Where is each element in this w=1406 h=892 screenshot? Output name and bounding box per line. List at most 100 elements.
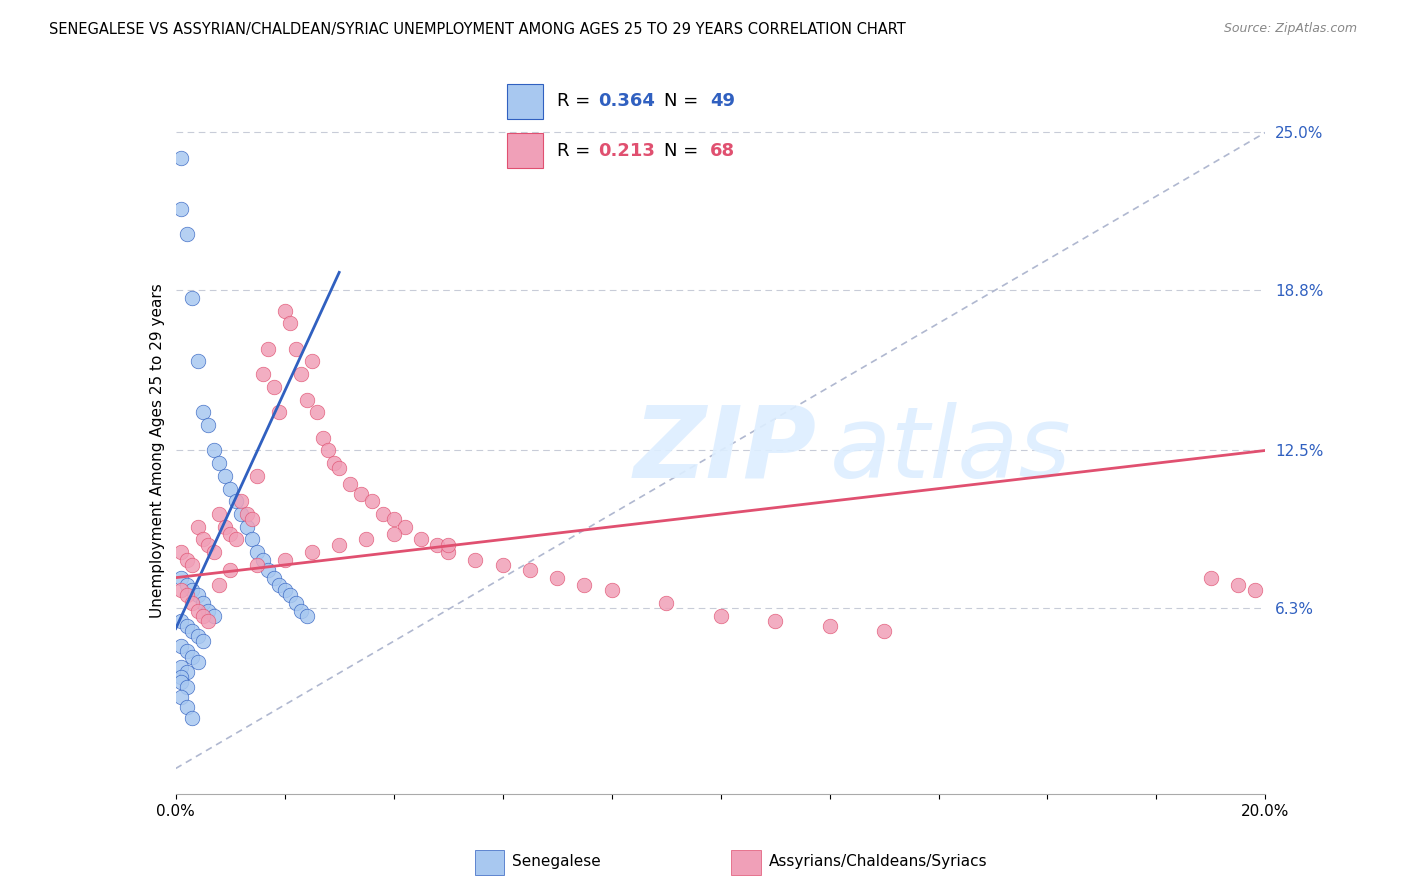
Point: [371, 507, 394, 521]
Point: [263, 571, 285, 585]
Point: [186, 655, 209, 669]
Point: [1227, 578, 1250, 592]
FancyBboxPatch shape: [731, 850, 761, 875]
Text: Senegalese: Senegalese: [512, 855, 600, 869]
Point: [546, 571, 568, 585]
Point: [170, 151, 193, 165]
Point: [312, 431, 335, 445]
Point: [181, 583, 204, 598]
Point: [181, 710, 204, 724]
Point: [600, 583, 623, 598]
Point: [339, 476, 361, 491]
Point: [202, 443, 225, 458]
Point: [307, 405, 329, 419]
Text: 68: 68: [710, 142, 735, 160]
Point: [202, 608, 225, 623]
Point: [350, 486, 373, 500]
Point: [176, 553, 198, 567]
Point: [382, 512, 405, 526]
Point: [208, 456, 231, 470]
Point: [176, 578, 198, 592]
Point: [186, 520, 209, 534]
Point: [492, 558, 515, 572]
Point: [197, 538, 219, 552]
Point: [219, 563, 242, 577]
Point: [186, 589, 209, 603]
Point: [170, 659, 193, 673]
Text: Source: ZipAtlas.com: Source: ZipAtlas.com: [1223, 22, 1357, 36]
Point: [574, 578, 596, 592]
Point: [290, 604, 312, 618]
Point: [186, 354, 209, 368]
Text: 0.213: 0.213: [598, 142, 655, 160]
Point: [176, 665, 198, 679]
Text: R =: R =: [557, 93, 596, 111]
Point: [170, 202, 193, 216]
Text: Assyrians/Chaldeans/Syriacs: Assyrians/Chaldeans/Syriacs: [769, 855, 987, 869]
Point: [191, 405, 214, 419]
Point: [360, 494, 382, 508]
Point: [231, 494, 253, 508]
Point: [181, 558, 204, 572]
Point: [231, 507, 253, 521]
Point: [181, 624, 204, 638]
Point: [246, 469, 269, 483]
Point: [225, 533, 247, 547]
Point: [437, 538, 460, 552]
Point: [170, 690, 193, 705]
Point: [240, 533, 263, 547]
Point: [818, 619, 841, 633]
Point: [295, 608, 318, 623]
Point: [197, 614, 219, 628]
Point: [176, 700, 198, 714]
Text: 0.364: 0.364: [598, 93, 655, 111]
Point: [257, 563, 280, 577]
Point: [437, 545, 460, 559]
Point: [252, 553, 274, 567]
Point: [176, 619, 198, 633]
Point: [290, 367, 312, 381]
Point: [328, 538, 350, 552]
Point: [274, 553, 297, 567]
Point: [235, 507, 257, 521]
Point: [225, 494, 247, 508]
Point: [170, 583, 193, 598]
Point: [274, 303, 297, 318]
Text: 49: 49: [710, 93, 735, 111]
Text: atlas: atlas: [830, 402, 1071, 499]
Point: [176, 680, 198, 694]
Point: [394, 520, 416, 534]
Text: N =: N =: [664, 93, 703, 111]
Point: [655, 596, 678, 610]
Point: [318, 443, 340, 458]
FancyBboxPatch shape: [508, 133, 543, 168]
Point: [301, 545, 323, 559]
Point: [263, 380, 285, 394]
Text: ZIP: ZIP: [633, 402, 817, 499]
Point: [202, 545, 225, 559]
Point: [186, 629, 209, 643]
Point: [208, 507, 231, 521]
Point: [170, 670, 193, 684]
Point: [409, 533, 432, 547]
Point: [356, 533, 378, 547]
Point: [1199, 571, 1222, 585]
Point: [274, 583, 297, 598]
FancyBboxPatch shape: [508, 84, 543, 119]
Point: [873, 624, 896, 638]
Point: [295, 392, 318, 407]
FancyBboxPatch shape: [475, 850, 505, 875]
Point: [197, 604, 219, 618]
Point: [278, 316, 301, 330]
Point: [170, 545, 193, 559]
Point: [426, 538, 449, 552]
Point: [191, 533, 214, 547]
Point: [208, 578, 231, 592]
Point: [257, 342, 280, 356]
Point: [197, 417, 219, 432]
Point: [191, 596, 214, 610]
Point: [181, 649, 204, 664]
Point: [176, 644, 198, 658]
Point: [382, 527, 405, 541]
Text: R =: R =: [557, 142, 596, 160]
